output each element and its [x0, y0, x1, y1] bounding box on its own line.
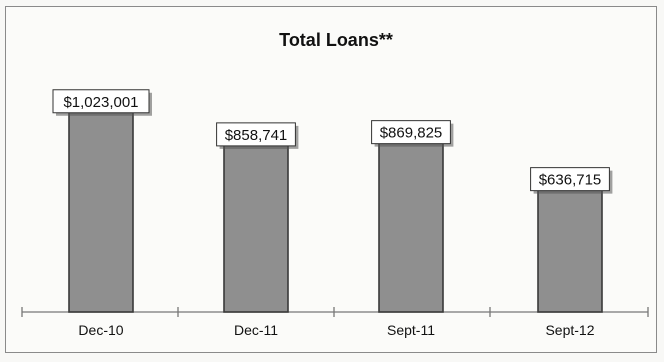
data-labels-layer: $1,023,001 $858,741 $869,825 $636,715	[52, 89, 613, 194]
x-tick-label: Dec-10	[78, 322, 123, 338]
bar-sept-11	[378, 135, 444, 313]
data-label: $636,715	[530, 167, 613, 194]
data-label-box	[216, 122, 296, 147]
bar-dec-11	[223, 138, 289, 313]
data-label-box	[52, 89, 150, 114]
x-tick-label: Sept-12	[545, 322, 594, 338]
data-label-text: $858,741	[225, 127, 288, 144]
data-label-text: $636,715	[539, 172, 602, 189]
bar-dec-10	[68, 104, 134, 313]
data-label-text: $869,825	[380, 125, 443, 142]
bar-sept-12	[537, 182, 603, 313]
data-label: $1,023,001	[52, 89, 152, 116]
data-label-text: $1,023,001	[63, 94, 138, 111]
x-tick-label: Dec-11	[234, 322, 278, 338]
data-label-box	[530, 167, 610, 192]
x-tick-label: Sept-11	[387, 322, 435, 338]
chart-title: Total Loans**	[279, 30, 393, 50]
bars-layer	[68, 104, 603, 313]
ticks-layer: Dec-10 Dec-11 Sept-11 Sept-12	[21, 307, 649, 338]
data-label: $858,741	[216, 122, 299, 149]
data-label: $869,825	[371, 120, 454, 147]
data-label-box	[371, 120, 451, 145]
